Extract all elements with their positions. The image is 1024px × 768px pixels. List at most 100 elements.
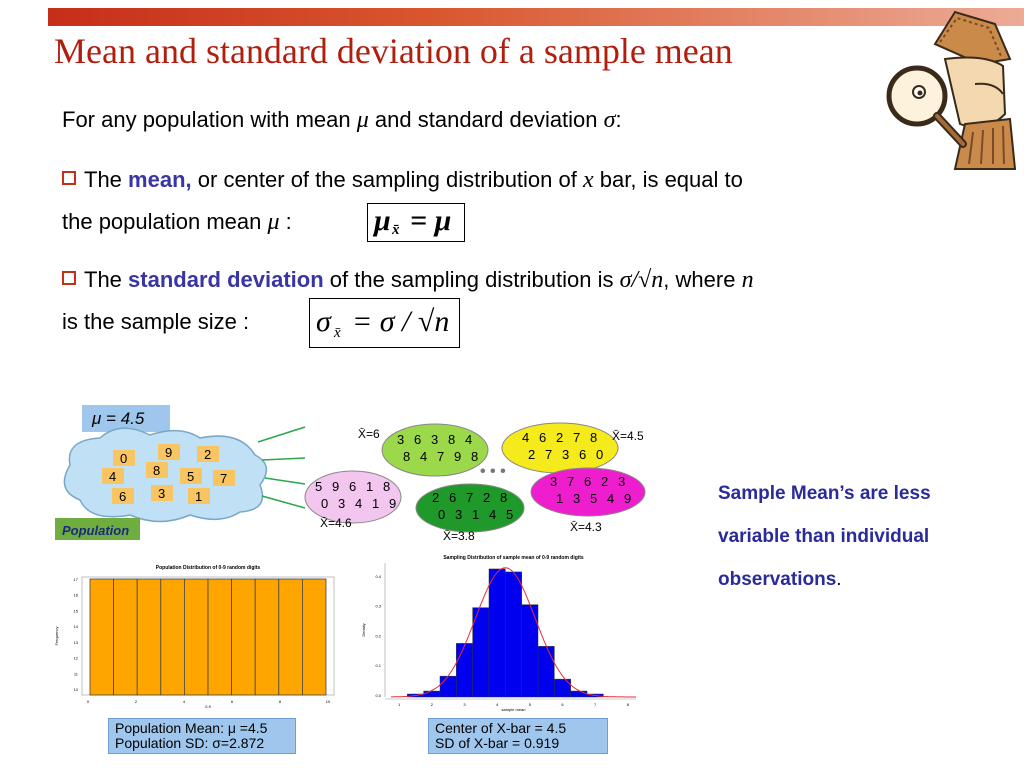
x-tick-label: 8: [627, 702, 630, 707]
bar: [254, 578, 280, 696]
ellipsis: • • •: [480, 463, 506, 480]
x-tick-label: 7: [594, 702, 597, 707]
note-period: .: [836, 569, 842, 590]
population-histogram: Population Distribution of 0-9 random di…: [54, 565, 335, 708]
bar: [439, 675, 457, 698]
note-line: observations: [718, 569, 837, 590]
bullet-text: the population mean: [62, 209, 262, 234]
x-tick-label: 2: [135, 699, 138, 704]
caption-line: Population Mean: μ =4.5: [115, 720, 268, 736]
sample-digit: 9: [389, 496, 396, 511]
bullet-text: , where: [663, 267, 736, 292]
bullet-text: The: [84, 167, 122, 192]
sample-digit: 5: [590, 491, 597, 506]
keyword-mean: mean,: [128, 167, 192, 192]
sample-digit: 8: [448, 432, 455, 447]
sample-digit: 4: [465, 432, 472, 447]
bar: [207, 578, 233, 696]
y-axis-label: Density: [361, 623, 366, 636]
population-digit: 5: [187, 469, 194, 484]
bar: [554, 678, 571, 698]
x-tick-label: 0: [87, 699, 90, 704]
y-tick-label: 15: [74, 608, 79, 613]
bar: [423, 690, 441, 698]
normal-curve: [391, 567, 636, 698]
bullet-sd-line2: is the sample size :: [62, 302, 249, 342]
y-tick-label: 0.3: [375, 604, 381, 609]
population-digit: 2: [204, 447, 211, 462]
caption-line: SD of X-bar = 0.919: [435, 735, 560, 751]
sample-digit: 2: [601, 474, 608, 489]
sample-digit: 4: [489, 507, 496, 522]
population-digit: 3: [158, 486, 165, 501]
y-tick-label: 14: [74, 624, 79, 629]
sample-digit: 6: [414, 432, 421, 447]
formula-rhs: = μ: [410, 204, 452, 237]
square-bullet-icon: [62, 171, 76, 185]
sample-digit: 3: [397, 432, 404, 447]
bullet-sd-line1: The standard deviation of the sampling d…: [62, 260, 754, 300]
bar: [231, 578, 256, 696]
sample-digit: 6: [539, 430, 546, 445]
formula-subscript: x̄: [392, 222, 400, 238]
bar: [537, 646, 555, 698]
bar: [456, 643, 473, 698]
sample-digit: 2: [483, 490, 490, 505]
y-tick-label: 0.4: [375, 574, 381, 579]
sample-digit: 3: [455, 507, 462, 522]
sampling-histogram: Sampling Distribution of sample mean of …: [361, 555, 636, 712]
bullet-colon: :: [285, 209, 292, 234]
sample-cloud: [381, 423, 489, 477]
intro-line: For any population with mean μ and stand…: [62, 100, 622, 140]
bar: [136, 578, 162, 696]
population-digit-box: [188, 488, 210, 504]
x-tick-label: 2: [431, 702, 434, 707]
bar: [472, 607, 490, 698]
population-digit-box: [180, 468, 202, 484]
x-tick-label: 6: [231, 699, 234, 704]
sample-digit: 8: [500, 490, 507, 505]
mu-symbol: μ: [267, 209, 280, 235]
sample-arrow: [261, 457, 306, 461]
x-axis-label: sample mean: [501, 707, 525, 712]
sample-digit: 2: [432, 490, 439, 505]
side-note: Sample Mean’s are less variable than ind…: [718, 472, 998, 601]
bar: [89, 578, 115, 696]
sample-digit: 5: [506, 507, 513, 522]
bar: [278, 578, 303, 696]
caption-line: Center of X-bar = 4.5: [435, 720, 567, 736]
sample-digit: 4: [522, 430, 529, 445]
intro-text-mid: and standard deviation: [374, 107, 598, 132]
sample-digit: 8: [590, 430, 597, 445]
sample-digit: 7: [466, 490, 473, 505]
intro-text: For any population with mean: [62, 107, 351, 132]
sample-digit: 0: [321, 496, 328, 511]
sample-digit: 4: [355, 496, 362, 511]
population-digit: 0: [120, 451, 127, 466]
sample-digit: 1: [372, 496, 379, 511]
sample-mean-label: X̄=4.5: [612, 429, 644, 443]
sample-digit: 5: [315, 479, 322, 494]
bar: [301, 578, 327, 696]
population-label-box: [55, 518, 140, 540]
sample-digit: 8: [471, 449, 478, 464]
y-tick-label: 16: [74, 593, 79, 598]
sample-digit: 3: [562, 447, 569, 462]
population-digit: 9: [165, 445, 172, 460]
sample-mean-label: X̄=6: [358, 427, 380, 441]
bar: [183, 578, 209, 696]
sample-digit: 7: [567, 474, 574, 489]
intro-colon: :: [615, 107, 622, 132]
sd-formula: σ x̄ = σ / √n: [309, 298, 460, 348]
sampling-illustration: μ = 4.5 Population 0 9 24 8 5 76 3 1 3 6 3 8 48 4 7 9 8…: [55, 405, 646, 543]
x-tick-label: 4: [496, 702, 499, 707]
bar: [160, 578, 185, 696]
sample-digit: 7: [437, 449, 444, 464]
sample-digit: 6: [579, 447, 586, 462]
sample-arrow: [261, 495, 306, 509]
bar: [570, 690, 588, 698]
sample-arrow: [257, 426, 306, 443]
x-tick-label: 3: [463, 702, 466, 707]
population-digit-box: [197, 446, 219, 462]
sample-digit: 7: [545, 447, 552, 462]
